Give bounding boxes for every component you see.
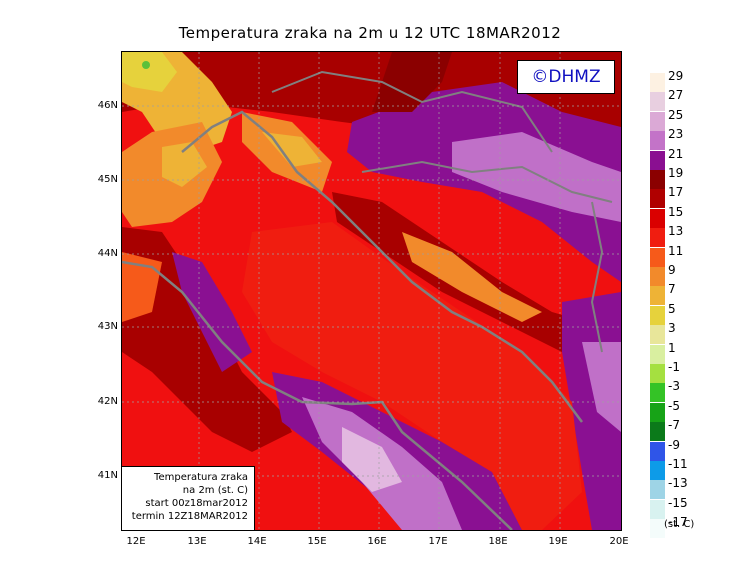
border-north bbox=[271, 70, 553, 153]
legend-label: 9 bbox=[668, 263, 676, 277]
legend-swatch bbox=[650, 461, 665, 480]
legend-swatch bbox=[650, 364, 665, 383]
legend-unit: (st. C) bbox=[664, 519, 695, 530]
lon-label-13e: 13E bbox=[187, 536, 207, 547]
croatian-coastline bbox=[181, 110, 583, 423]
legend-label: 23 bbox=[668, 127, 684, 142]
lika-yellow bbox=[262, 132, 322, 167]
north-dark-band bbox=[122, 52, 621, 162]
lon-label-12e: 12E bbox=[126, 536, 146, 547]
legend-swatch bbox=[650, 228, 665, 248]
graticule bbox=[122, 52, 621, 530]
legend-swatch bbox=[650, 189, 665, 209]
legend-swatch bbox=[650, 480, 665, 500]
ne-light-purple bbox=[452, 132, 621, 222]
lon-label-20e: 20E bbox=[609, 536, 629, 547]
lat-label-44n: 44N bbox=[97, 248, 118, 259]
se-light-purple bbox=[582, 342, 621, 432]
legend-swatch bbox=[650, 208, 665, 228]
info-line-2: na 2m (st. C) bbox=[182, 485, 248, 496]
legend-swatch bbox=[650, 267, 665, 286]
legend-swatch bbox=[650, 305, 665, 325]
legend-label: 21 bbox=[668, 146, 684, 161]
lon-label-18e: 18E bbox=[488, 536, 508, 547]
legend-label: 1 bbox=[668, 340, 676, 355]
north-dark-patch bbox=[372, 52, 452, 112]
legend-label: 25 bbox=[668, 107, 684, 122]
legend-label: 3 bbox=[668, 321, 676, 336]
copyright-label: ©DHMZ bbox=[517, 60, 615, 94]
legend-label: 5 bbox=[668, 301, 676, 316]
lon-label-16e: 16E bbox=[367, 536, 387, 547]
adriatic-red bbox=[242, 222, 582, 530]
legend-swatch bbox=[650, 92, 665, 112]
legend-label: -17 bbox=[668, 515, 688, 530]
legend-swatch bbox=[650, 499, 665, 519]
legend-label: -13 bbox=[668, 476, 688, 491]
map-title: Temperatura zraka na 2m u 12 UTC 18MAR20… bbox=[178, 24, 562, 42]
legend-label: 29 bbox=[668, 69, 684, 83]
legend-swatch bbox=[650, 170, 665, 189]
legend-label: 27 bbox=[668, 88, 684, 103]
legend-label: 11 bbox=[668, 243, 684, 258]
legend-swatch bbox=[650, 247, 665, 267]
legend-swatch bbox=[650, 131, 665, 151]
nw-green-dot bbox=[142, 61, 150, 69]
legend-swatch bbox=[650, 150, 665, 170]
info-line-3: start 00z18mar2012 bbox=[145, 498, 248, 509]
istria-yellow bbox=[162, 142, 207, 187]
lat-label-45n: 45N bbox=[97, 174, 118, 185]
legend-label: -5 bbox=[668, 398, 680, 413]
legend-label: 19 bbox=[668, 166, 684, 180]
lat-label-42n: 42N bbox=[97, 396, 118, 407]
lon-label-15e: 15E bbox=[307, 536, 327, 547]
info-line-1: Temperatura zraka bbox=[154, 472, 248, 483]
legend-label: -1 bbox=[668, 360, 680, 374]
legend-swatch bbox=[650, 286, 665, 306]
lat-label-46n: 46N bbox=[97, 100, 118, 111]
lat-label-43n: 43N bbox=[97, 321, 118, 332]
legend-label: 17 bbox=[668, 185, 684, 200]
legend-label: 7 bbox=[668, 282, 676, 297]
italy-purple bbox=[172, 252, 252, 372]
info-box: Temperatura zraka na 2m (st. C) start 00… bbox=[122, 466, 255, 530]
legend-swatch bbox=[650, 325, 665, 345]
legend-label: 15 bbox=[668, 204, 684, 219]
legend-swatch bbox=[650, 402, 665, 422]
legend-swatch bbox=[650, 73, 665, 92]
legend-swatch bbox=[650, 344, 665, 364]
lat-label-41n: 41N bbox=[97, 470, 118, 481]
legend-label: -7 bbox=[668, 418, 680, 433]
legend-swatch bbox=[650, 519, 665, 539]
lon-label-17e: 17E bbox=[428, 536, 448, 547]
dalmatia-orange bbox=[402, 232, 542, 322]
legend-label: 13 bbox=[668, 224, 684, 239]
legend-swatch bbox=[650, 383, 665, 403]
legend-swatch bbox=[650, 441, 665, 461]
lon-label-14e: 14E bbox=[247, 536, 267, 547]
temperature-map: ©DHMZ Temperatura zraka na 2m (st. C) st… bbox=[121, 51, 622, 531]
italy-orange bbox=[122, 252, 162, 322]
border-sava bbox=[361, 160, 613, 203]
legend-label: -11 bbox=[668, 457, 688, 471]
legend-label: -15 bbox=[668, 495, 688, 510]
legend-label: -9 bbox=[668, 437, 680, 452]
temperature-field bbox=[122, 52, 621, 530]
info-line-4: termin 12Z18MAR2012 bbox=[131, 511, 248, 522]
legend-label: -3 bbox=[668, 379, 680, 394]
legend-swatch bbox=[650, 111, 665, 131]
nw-yellow-patch bbox=[122, 52, 177, 92]
legend-swatch bbox=[650, 422, 665, 442]
lon-label-19e: 19E bbox=[548, 536, 568, 547]
